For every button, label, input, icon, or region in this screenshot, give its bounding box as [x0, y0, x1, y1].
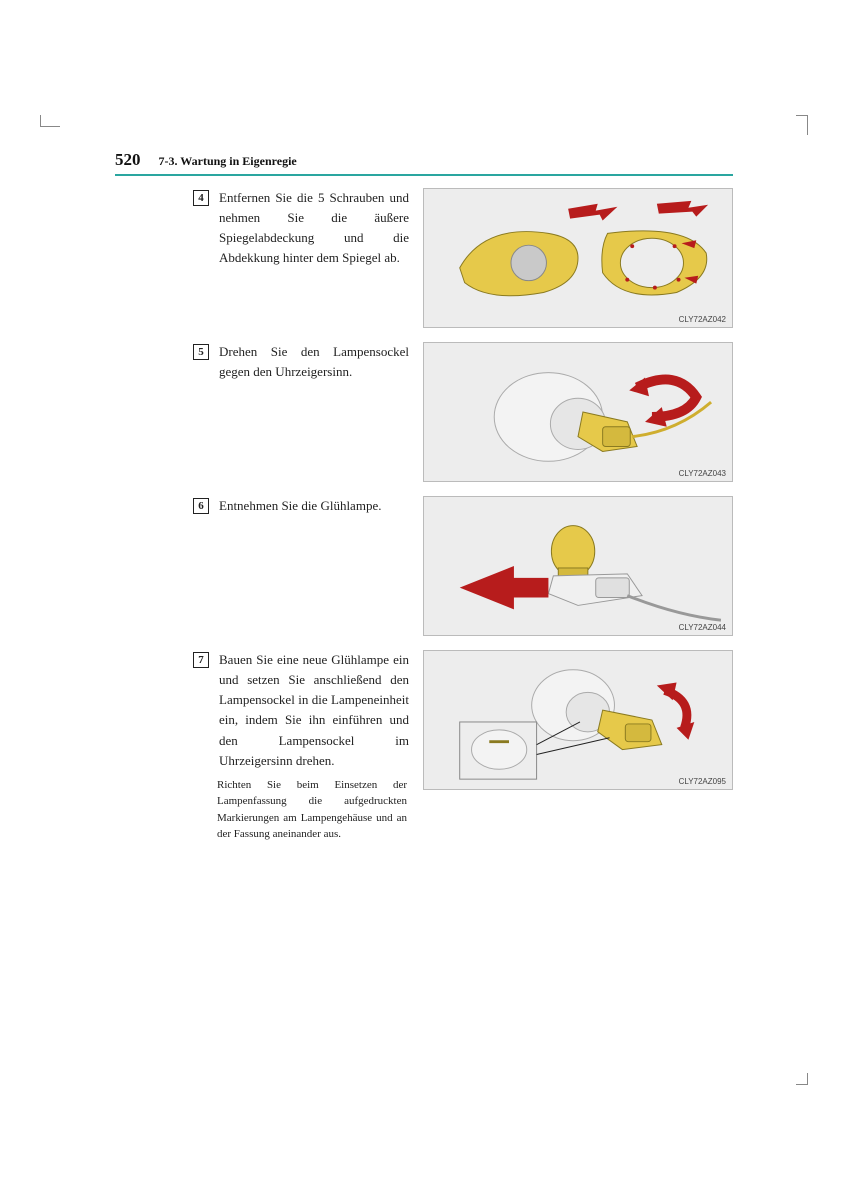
step-7: 7 Bauen Sie eine neue Glühlampe ein und … [193, 650, 733, 843]
crop-mark [796, 1073, 808, 1085]
illustration-icon [424, 651, 732, 789]
crop-mark [40, 115, 60, 127]
figure-code: CLY72AZ042 [679, 315, 726, 324]
figure-code: CLY72AZ043 [679, 469, 726, 478]
figure-code: CLY72AZ044 [679, 623, 726, 632]
section-title: 7-3. Wartung in Eigenregie [159, 154, 297, 169]
figure-code: CLY72AZ095 [679, 777, 726, 786]
crop-mark [796, 115, 808, 135]
figure-socket-insert-cw: CLY72AZ095 [423, 650, 733, 790]
page-number: 520 [115, 150, 141, 170]
figure-socket-rotate-ccw: CLY72AZ043 [423, 342, 733, 482]
step-number-box: 7 [193, 652, 209, 668]
illustration-icon [424, 189, 732, 327]
illustration-icon [424, 343, 732, 481]
step-number-box: 6 [193, 498, 209, 514]
illustration-icon [424, 497, 732, 635]
figure-bulb-remove: CLY72AZ044 [423, 496, 733, 636]
step-note: Richten Sie beim Einsetzen der Lampenfas… [217, 777, 407, 843]
step-number-box: 4 [193, 190, 209, 206]
step-text: Bauen Sie eine neue Glühlampe ein und se… [219, 650, 409, 771]
step-6: 6 Entnehmen Sie die Glühlampe. CLY72AZ04… [193, 496, 733, 636]
page-content: 520 7-3. Wartung in Eigenregie 4 Entfern… [115, 150, 733, 857]
page-header: 520 7-3. Wartung in Eigenregie [115, 150, 733, 176]
step-4: 4 Entfernen Sie die 5 Schrauben und nehm… [193, 188, 733, 328]
step-text: Entfernen Sie die 5 Schrauben und nehmen… [219, 188, 409, 269]
step-5: 5 Drehen Sie den Lampensockel gegen den … [193, 342, 733, 482]
step-text: Entnehmen Sie die Glühlampe. [219, 496, 409, 516]
step-number-box: 5 [193, 344, 209, 360]
step-text: Drehen Sie den Lampensockel gegen den Uh… [219, 342, 409, 382]
figure-mirror-cover-removal: CLY72AZ042 [423, 188, 733, 328]
